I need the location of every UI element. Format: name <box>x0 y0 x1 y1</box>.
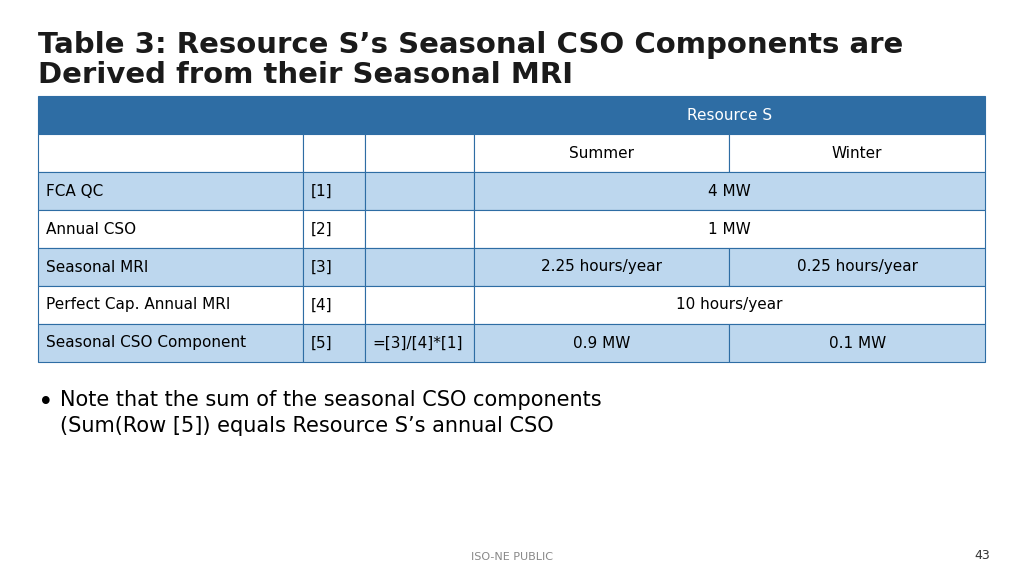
Bar <box>365 96 474 134</box>
Bar <box>474 210 985 248</box>
Bar <box>474 324 729 362</box>
Text: (Sum(Row [5]) equals Resource S’s annual CSO: (Sum(Row [5]) equals Resource S’s annual… <box>60 416 554 436</box>
Bar <box>729 248 985 286</box>
Text: Table 3: Resource S’s Seasonal CSO Components are: Table 3: Resource S’s Seasonal CSO Compo… <box>38 31 903 59</box>
Text: Resource S: Resource S <box>687 108 772 123</box>
Text: 4 MW: 4 MW <box>708 184 751 199</box>
Text: 0.25 hours/year: 0.25 hours/year <box>797 260 918 275</box>
Bar <box>474 172 985 210</box>
Bar <box>474 248 729 286</box>
Bar <box>729 324 985 362</box>
Text: Winter: Winter <box>831 146 883 161</box>
Bar <box>38 134 303 172</box>
Bar <box>303 210 365 248</box>
Bar <box>303 134 365 172</box>
Text: Annual CSO: Annual CSO <box>46 222 136 237</box>
Bar <box>38 210 303 248</box>
Text: [2]: [2] <box>311 222 333 237</box>
Text: Derived from their Seasonal MRI: Derived from their Seasonal MRI <box>38 61 573 89</box>
Bar <box>38 248 303 286</box>
Text: [1]: [1] <box>311 184 333 199</box>
Text: Seasonal CSO Component: Seasonal CSO Component <box>46 335 246 351</box>
Bar <box>303 324 365 362</box>
Text: •: • <box>38 390 53 416</box>
Text: =[3]/[4]*[1]: =[3]/[4]*[1] <box>373 335 463 351</box>
Text: 0.9 MW: 0.9 MW <box>572 335 630 351</box>
Bar <box>303 172 365 210</box>
Text: [5]: [5] <box>311 335 333 351</box>
Bar <box>38 324 303 362</box>
Text: FCA QC: FCA QC <box>46 184 103 199</box>
Text: 10 hours/year: 10 hours/year <box>676 297 782 313</box>
Bar <box>474 134 729 172</box>
Bar <box>474 96 985 134</box>
Text: [3]: [3] <box>311 260 333 275</box>
Bar <box>365 286 474 324</box>
Bar <box>38 172 303 210</box>
Text: ISO-NE PUBLIC: ISO-NE PUBLIC <box>471 552 553 562</box>
Text: Seasonal MRI: Seasonal MRI <box>46 260 148 275</box>
Bar <box>474 286 985 324</box>
Text: Perfect Cap. Annual MRI: Perfect Cap. Annual MRI <box>46 297 230 313</box>
Bar <box>365 172 474 210</box>
Text: 43: 43 <box>974 549 990 562</box>
Text: Note that the sum of the seasonal CSO components: Note that the sum of the seasonal CSO co… <box>60 390 602 410</box>
Text: 0.1 MW: 0.1 MW <box>828 335 886 351</box>
Bar <box>303 96 365 134</box>
Bar <box>365 324 474 362</box>
Text: Summer: Summer <box>569 146 634 161</box>
Bar <box>38 286 303 324</box>
Text: 2.25 hours/year: 2.25 hours/year <box>541 260 662 275</box>
Bar <box>365 248 474 286</box>
Text: 1 MW: 1 MW <box>708 222 751 237</box>
Bar <box>303 286 365 324</box>
Bar <box>38 96 303 134</box>
Text: [4]: [4] <box>311 297 333 313</box>
Bar <box>365 134 474 172</box>
Bar <box>365 210 474 248</box>
Bar <box>303 248 365 286</box>
Bar <box>729 134 985 172</box>
